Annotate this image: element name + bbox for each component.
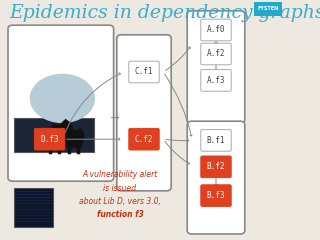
Text: C.f2: C.f2 [135,135,153,144]
Text: B.f1: B.f1 [207,136,225,145]
Bar [14,188,53,227]
Text: A vulnerability alert: A vulnerability alert [82,170,158,180]
FancyBboxPatch shape [201,130,231,151]
FancyBboxPatch shape [187,121,245,234]
Text: function f3: function f3 [97,210,143,219]
Text: D.f3: D.f3 [40,135,59,144]
Text: B.f2: B.f2 [207,162,225,171]
FancyBboxPatch shape [129,61,159,83]
Circle shape [30,74,94,122]
FancyBboxPatch shape [117,35,171,191]
Text: FYSTEN: FYSTEN [257,6,279,12]
Polygon shape [40,119,85,148]
Text: about Lib D, vers 3.0,: about Lib D, vers 3.0, [79,197,161,206]
FancyBboxPatch shape [201,156,231,178]
FancyBboxPatch shape [254,2,282,16]
Text: A.f3: A.f3 [207,76,225,85]
Text: A.f2: A.f2 [207,49,225,59]
Text: A.f0: A.f0 [207,25,225,35]
FancyBboxPatch shape [201,43,231,65]
FancyBboxPatch shape [201,70,231,91]
Text: B.f3: B.f3 [207,191,225,200]
FancyBboxPatch shape [34,128,65,150]
Text: C.f1: C.f1 [135,67,153,77]
Text: Epidemics in dependency graphs: Epidemics in dependency graphs [10,4,320,22]
FancyBboxPatch shape [8,25,114,181]
Bar [14,118,94,152]
FancyBboxPatch shape [129,128,159,150]
FancyBboxPatch shape [201,185,231,206]
FancyBboxPatch shape [187,11,245,124]
Text: is issued: is issued [103,184,137,192]
FancyBboxPatch shape [201,19,231,41]
